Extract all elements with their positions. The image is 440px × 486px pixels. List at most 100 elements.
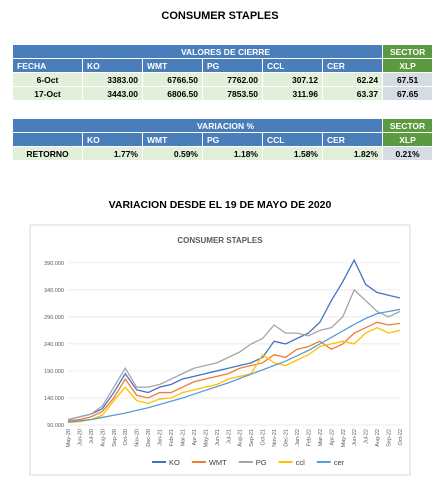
x-tick-label: Nov-21 (272, 429, 278, 447)
x-tick-label: Oct-21 (261, 429, 267, 446)
x-tick-label: Jan-22 (295, 429, 301, 446)
table-row: 17-Oct 3443.00 6806.50 7853.50 311.96 63.37 67… (12, 86, 434, 101)
table-cell: 6766.50 (142, 72, 203, 87)
legend-label: KO (169, 458, 180, 467)
table-header: VALORES DE CIERRE (11, 44, 384, 59)
x-tick-label: Aug-21 (238, 429, 244, 447)
chart-frame (29, 224, 411, 476)
table-cell: 311.96 (262, 86, 323, 101)
y-tick-label: 290.000 (44, 315, 64, 321)
table-cell: 17-Oct (12, 86, 83, 101)
y-tick-label: 390.000 (44, 261, 64, 267)
column-header: PG (202, 58, 263, 73)
table-cell: 6-Oct (12, 72, 83, 87)
legend-label: ccl (296, 458, 306, 467)
table-cell: 0.59% (142, 146, 203, 161)
x-tick-label: Dec-21 (284, 429, 290, 447)
table-cell: 7853.50 (202, 86, 263, 101)
page-title: CONSUMER STAPLES (161, 10, 279, 22)
table-row: VALORES DE CIERRE SECTOR (11, 44, 434, 59)
x-tick-label: Sep-22 (387, 429, 393, 447)
table-cell: 1.77% (82, 146, 143, 161)
series-line (67, 258, 401, 421)
table-row: FECHA KO WMT PG CCL CER XLP (12, 58, 434, 73)
table-cell: 3383.00 (82, 72, 143, 87)
table-cell: 0.21% (382, 146, 434, 161)
x-tick-label: Oct-20 (123, 429, 129, 446)
table-cell: 1.18% (202, 146, 263, 161)
x-tick-label: Jun-21 (215, 429, 221, 446)
x-tick-label: Mar-21 (180, 429, 186, 446)
table-row: VARIACION % SECTOR (11, 118, 434, 133)
x-tick-label: Jul-22 (364, 429, 370, 444)
table-cell: RETORNO (12, 146, 83, 161)
sector-header: SECTOR (382, 118, 434, 133)
x-tick-label: Apr-22 (329, 429, 335, 446)
table-row: KO WMT PG CCL CER XLP (12, 132, 434, 147)
column-header: WMT (142, 58, 203, 73)
sector-header: SECTOR (382, 44, 434, 59)
column-header: CER (321, 132, 384, 147)
variation-table: VARIACION % SECTOR KO WMT PG CCL CER XLP RETORNO… (11, 118, 434, 161)
x-tick-label: Jul-20 (89, 429, 95, 444)
table-cell: 1.58% (262, 146, 323, 161)
y-tick-label: 190.000 (44, 369, 64, 375)
x-tick-label: Jun-22 (352, 429, 358, 446)
x-tick-label: Jun-20 (77, 429, 83, 446)
column-header: PG (202, 132, 263, 147)
column-header: CCL (262, 58, 323, 73)
series-line (67, 308, 401, 423)
table-cell: 7762.00 (202, 72, 263, 87)
table-cell: 62.24 (321, 72, 384, 87)
y-tick-label: 340.000 (44, 288, 64, 294)
column-header-blank (12, 132, 83, 147)
table-cell: 63.37 (321, 86, 384, 101)
x-tick-label: Jul-21 (226, 429, 232, 444)
x-tick-label: Aug-20 (100, 429, 106, 447)
table-cell: 307.12 (262, 72, 323, 87)
x-tick-label: Dec-20 (146, 429, 152, 447)
legend-label: PG (256, 458, 267, 467)
y-tick-label: 240.000 (44, 342, 64, 348)
x-tick-label: Aug-22 (375, 429, 381, 447)
column-header: KO (82, 58, 143, 73)
x-tick-label: May-21 (203, 429, 209, 447)
column-header: FECHA (12, 58, 83, 73)
column-header: CCL (262, 132, 323, 147)
legend-label: WMT (209, 458, 227, 467)
column-header: XLP (382, 132, 434, 147)
table-row: RETORNO 1.77% 0.59% 1.18% 1.58% 1.82% 0.21% (12, 146, 434, 161)
x-tick-label: Mar-22 (318, 429, 324, 446)
y-tick-label: 90.000 (47, 423, 64, 429)
table-row: 6-Oct 3383.00 6766.50 7762.00 307.12 62.24 67.… (12, 72, 434, 87)
column-header: XLP (382, 58, 434, 73)
table-cell: 1.82% (321, 146, 384, 161)
column-header: KO (82, 132, 143, 147)
x-tick-label: May-22 (341, 429, 347, 447)
series-line (67, 288, 401, 421)
y-tick-label: 140.000 (44, 396, 64, 402)
legend-label: cer (334, 458, 345, 467)
x-tick-label: Feb-21 (169, 429, 175, 446)
x-tick-label: May-20 (66, 429, 72, 447)
x-tick-label: Feb-22 (306, 429, 312, 446)
chart-title: CONSUMER STAPLES (177, 236, 263, 245)
section-heading: VARIACION DESDE EL 19 DE MAYO DE 2020 (108, 199, 332, 211)
table-header: VARIACION % (11, 118, 384, 133)
x-tick-label: Jan-21 (158, 429, 164, 446)
x-tick-label: Oct-22 (398, 429, 404, 446)
column-header: CER (321, 58, 384, 73)
table-cell: 6806.50 (142, 86, 203, 101)
series-line (67, 321, 401, 422)
table-cell: 67.65 (382, 86, 434, 101)
x-tick-label: Apr-21 (192, 429, 198, 446)
table-cell: 3443.00 (82, 86, 143, 101)
x-tick-label: Sep-20 (112, 429, 118, 447)
x-tick-label: Nov-20 (135, 429, 141, 447)
column-header: WMT (142, 132, 203, 147)
closing-values-table: VALORES DE CIERRE SECTOR FECHA KO WMT PG CCL CE… (11, 44, 434, 101)
table-cell: 67.51 (382, 72, 434, 87)
x-tick-label: Sep-21 (249, 429, 255, 447)
series-line (67, 326, 401, 423)
